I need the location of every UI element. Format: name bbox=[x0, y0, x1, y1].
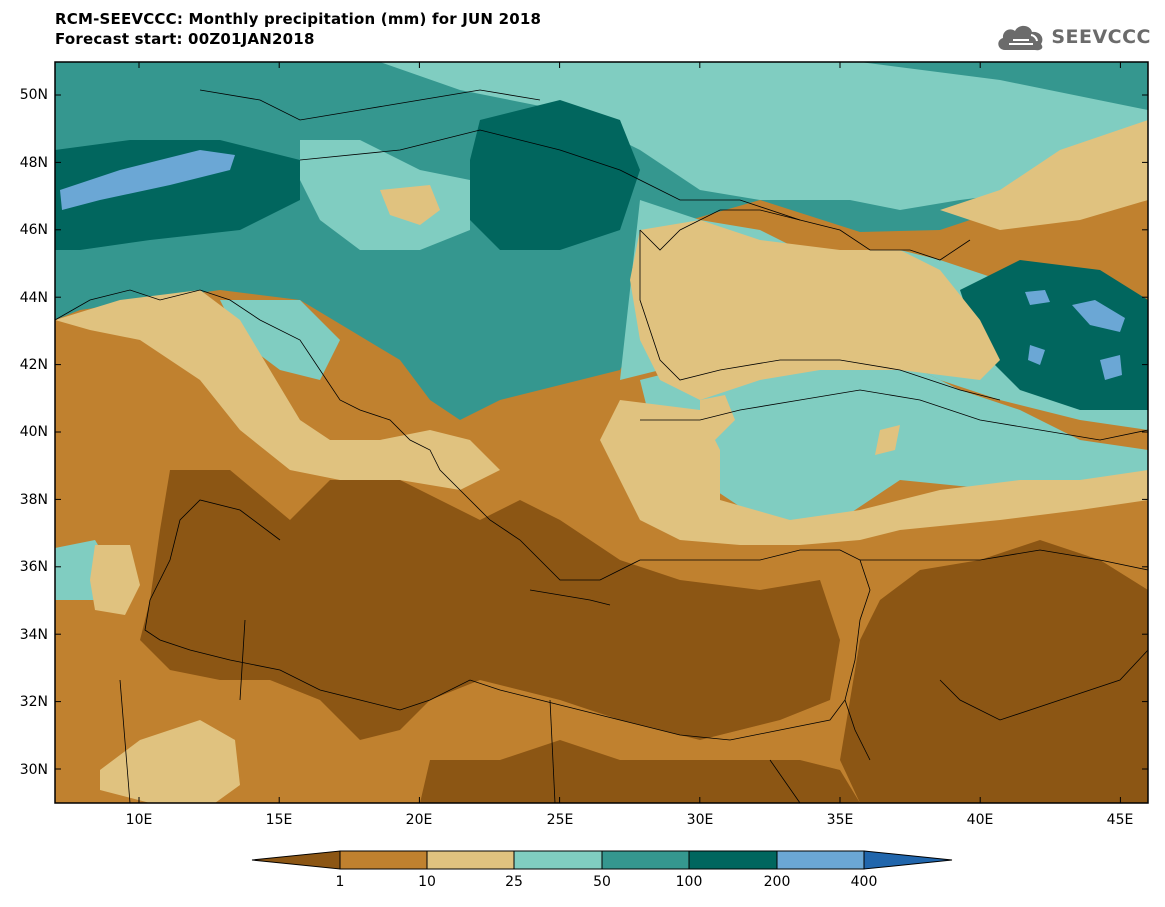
lat-label-50n: 50N bbox=[19, 87, 48, 103]
logo-text: SEEVCCC bbox=[1051, 26, 1151, 48]
forecast-start-label: Forecast start: 00Z01JAN2018 bbox=[55, 30, 315, 48]
colorbar-segment-25-50 bbox=[513, 850, 603, 870]
lat-label-36n: 36N bbox=[19, 559, 48, 575]
lat-label-38n: 38N bbox=[19, 492, 48, 508]
lon-label-20e: 20E bbox=[405, 812, 433, 828]
colorbar-label-10: 10 bbox=[418, 874, 436, 890]
lat-label-40n: 40N bbox=[19, 424, 48, 440]
lat-label-44n: 44N bbox=[19, 290, 48, 306]
colorbar-segment-100-200 bbox=[688, 850, 778, 870]
colorbar-segment-1-10 bbox=[339, 850, 428, 870]
precipitation-field bbox=[55, 62, 1148, 803]
lat-label-30n: 30N bbox=[19, 762, 48, 778]
lon-label-30e: 30E bbox=[686, 812, 714, 828]
lon-label-40e: 40E bbox=[966, 812, 994, 828]
lat-label-32n: 32N bbox=[19, 694, 48, 710]
colorbar-label-200: 200 bbox=[763, 874, 791, 890]
colorbar-label-50: 50 bbox=[593, 874, 611, 890]
colorbar-segment-above-400 bbox=[863, 850, 953, 870]
colorbar-segment-200-400 bbox=[776, 850, 865, 870]
lon-label-15e: 15E bbox=[265, 812, 293, 828]
colorbar-segment-50-100 bbox=[601, 850, 690, 870]
lon-label-25e: 25E bbox=[546, 812, 574, 828]
lat-label-48n: 48N bbox=[19, 155, 48, 171]
lat-label-42n: 42N bbox=[19, 357, 48, 373]
cloud-icon bbox=[998, 25, 1043, 51]
lon-label-45e: 45E bbox=[1106, 812, 1134, 828]
colorbar-label-1: 1 bbox=[335, 874, 345, 890]
map-title: RCM-SEEVCCC: Monthly precipitation (mm) … bbox=[55, 10, 542, 28]
colorbar-label-100: 100 bbox=[675, 874, 703, 890]
colorbar-label-25: 25 bbox=[505, 874, 523, 890]
coastlines bbox=[55, 89, 1148, 803]
lat-label-34n: 34N bbox=[19, 627, 48, 643]
colorbar-segment-below-1 bbox=[251, 850, 341, 870]
colorbar bbox=[251, 850, 953, 870]
lat-label-46n: 46N bbox=[19, 222, 48, 238]
seevccc-logo: SEEVCCC bbox=[995, 20, 1151, 54]
colorbar-segment-10-25 bbox=[426, 850, 515, 870]
lon-label-10e: 10E bbox=[125, 812, 153, 828]
colorbar-label-400: 400 bbox=[850, 874, 878, 890]
lon-label-35e: 35E bbox=[826, 812, 854, 828]
